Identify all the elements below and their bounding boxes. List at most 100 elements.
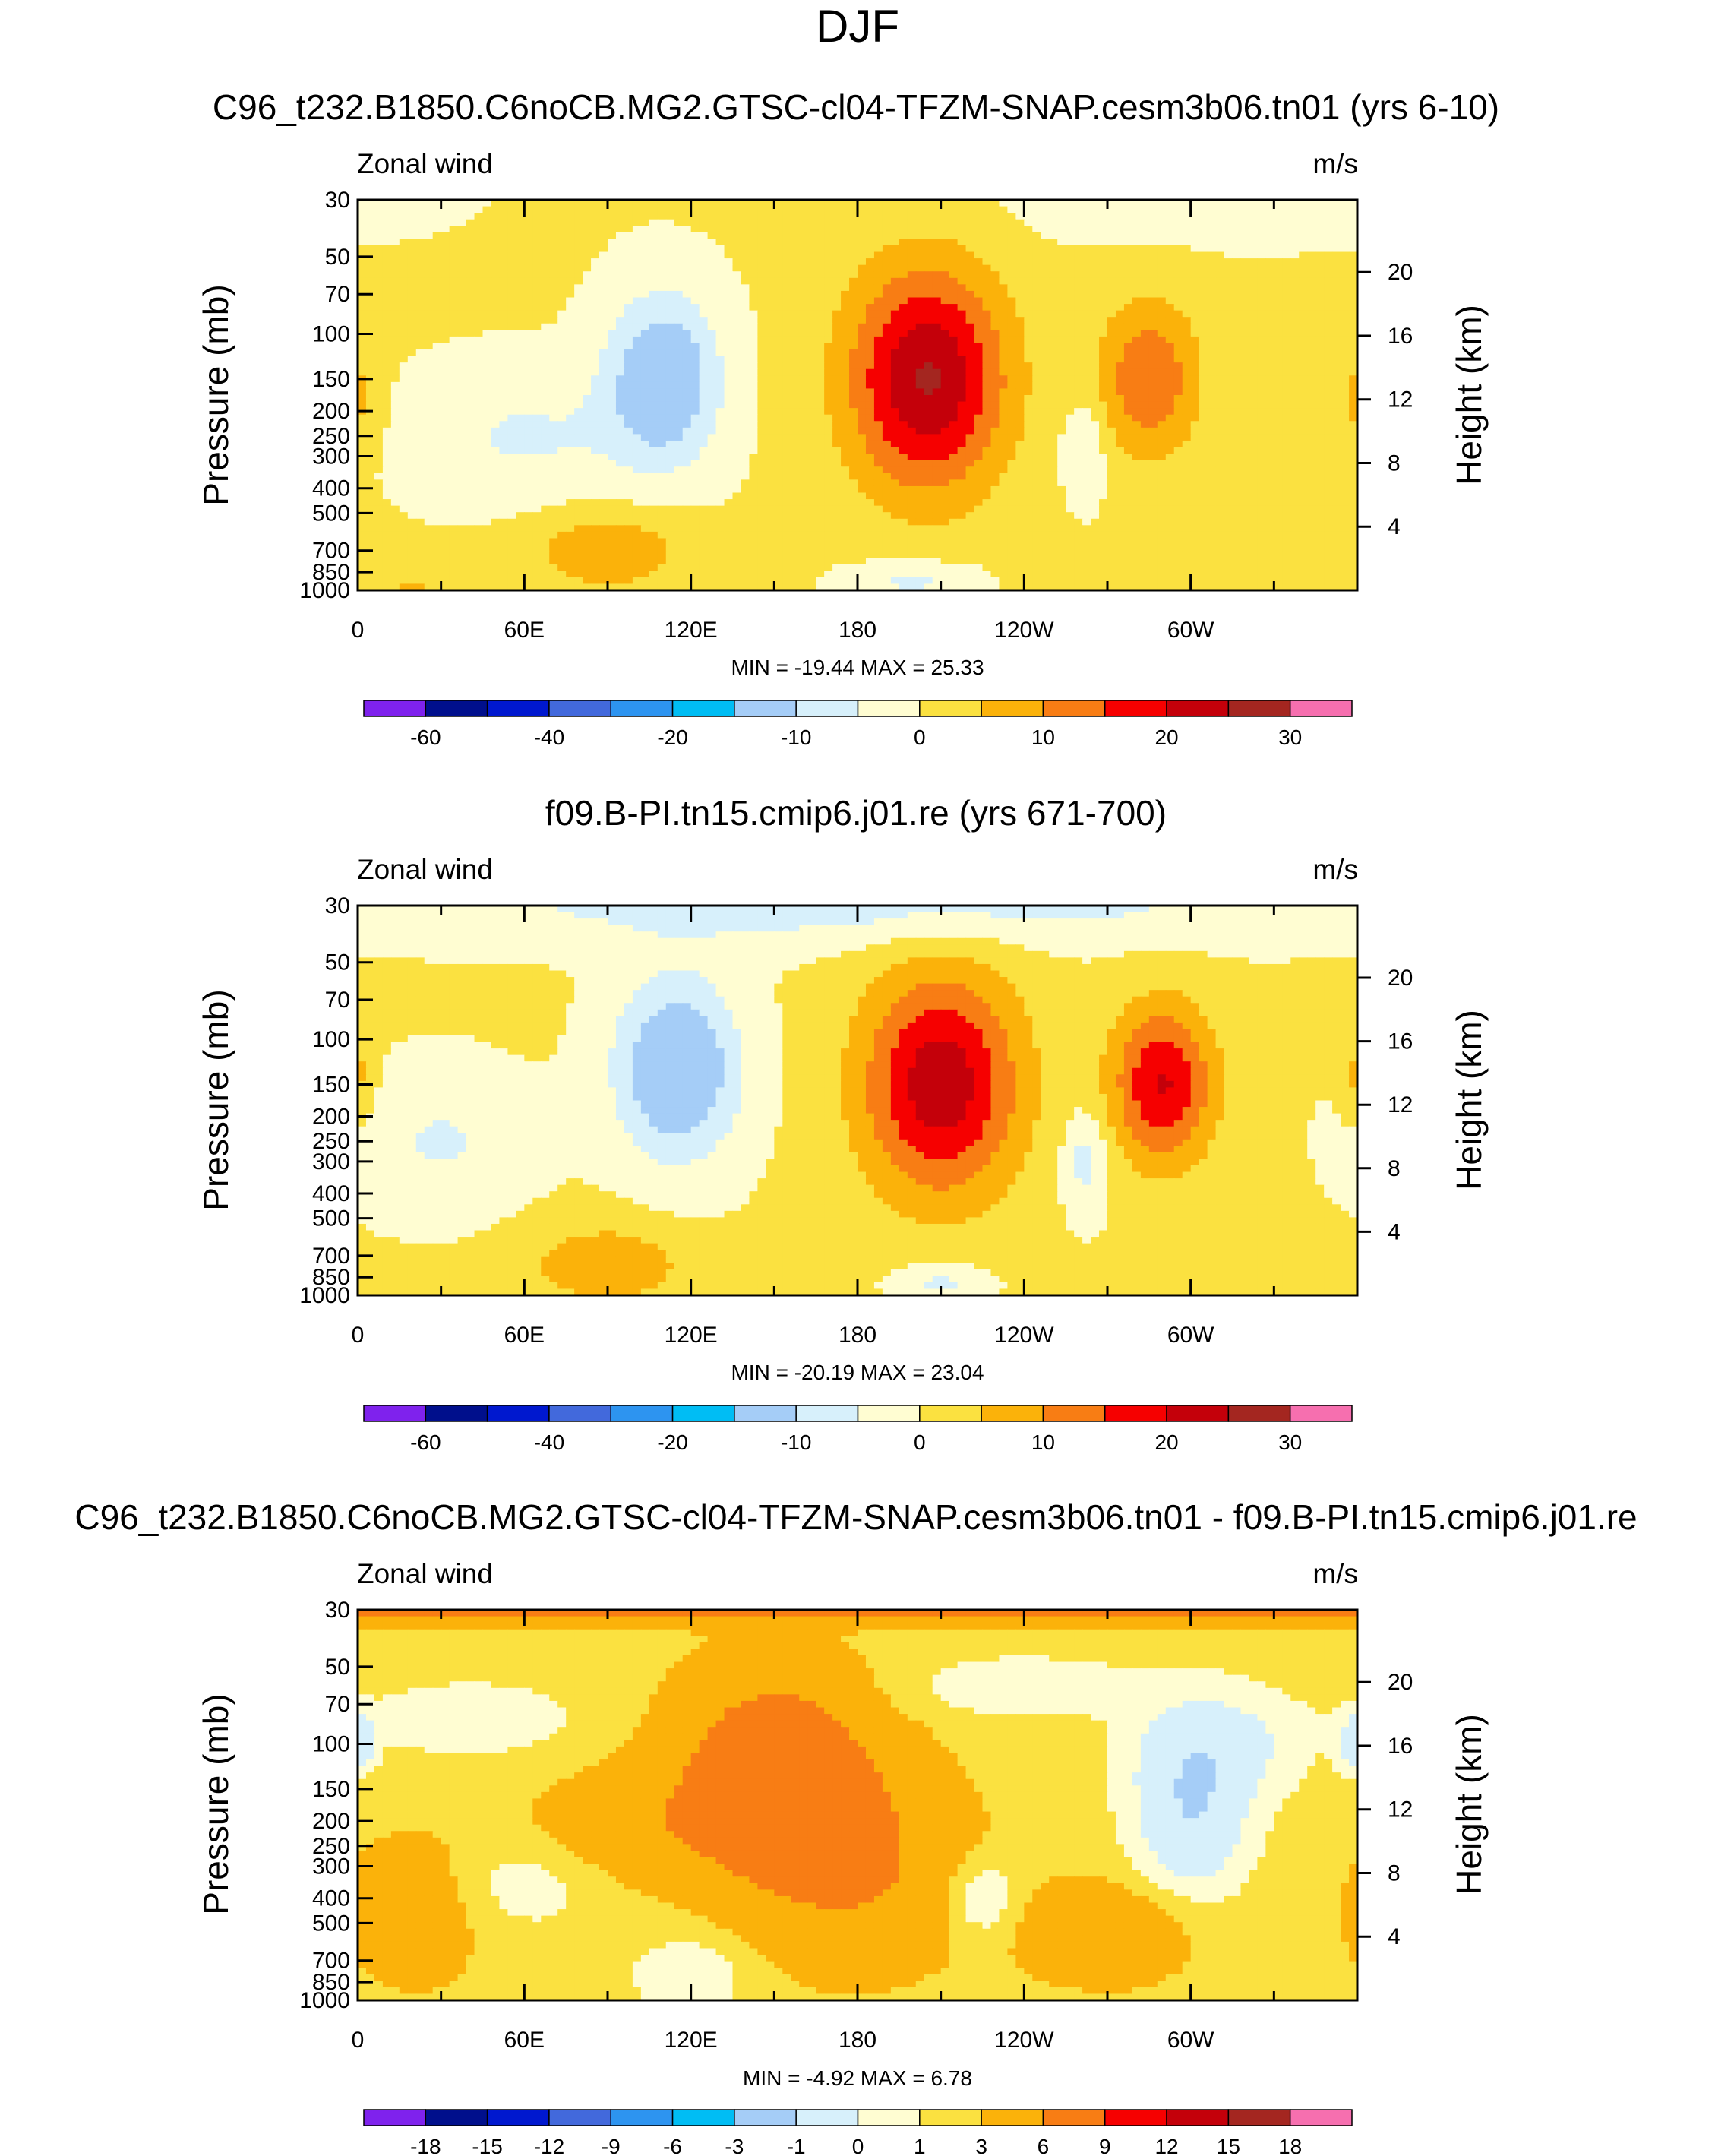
heatmap-cell [749, 317, 758, 324]
heatmap-cell [832, 226, 842, 233]
heatmap-cell [1190, 349, 1200, 357]
heatmap-cell [482, 375, 492, 383]
heatmap-cell [1091, 290, 1100, 299]
heatmap-cell [441, 401, 450, 409]
heatmap-cell [583, 290, 592, 299]
heatmap-cell [1282, 349, 1291, 357]
heatmap-cell [907, 290, 917, 299]
heatmap-cell [466, 356, 475, 363]
heatmap-cell [390, 447, 400, 454]
heatmap-cell [407, 447, 417, 454]
heatmap-cell [541, 310, 550, 318]
heatmap-cell [507, 381, 516, 390]
heatmap-cell [365, 356, 375, 363]
heatmap-cell [1282, 440, 1291, 448]
heatmap-cell [1099, 362, 1108, 370]
heatmap-cell [1307, 304, 1316, 311]
heatmap-cell [682, 408, 692, 416]
heatmap-cell [1123, 277, 1133, 285]
heatmap-cell [1249, 290, 1258, 299]
heatmap-cell [566, 343, 575, 350]
heatmap-cell [632, 232, 642, 239]
heatmap-cell [599, 258, 608, 266]
heatmap-cell [1165, 310, 1175, 318]
heatmap-cell [524, 232, 533, 239]
heatmap-cell [1332, 414, 1341, 422]
heatmap-cell [516, 388, 525, 396]
heatmap-cell [674, 466, 684, 474]
heatmap-cell [1299, 271, 1308, 279]
heatmap-cell [432, 368, 442, 376]
heatmap-cell [741, 349, 750, 357]
heatmap-cell [907, 434, 917, 441]
heatmap-cell [1032, 297, 1041, 305]
heatmap-cell [824, 271, 833, 279]
heatmap-cell [1232, 317, 1242, 324]
heatmap-cell [532, 245, 542, 253]
heatmap-cell [1307, 395, 1316, 403]
heatmap-cell [374, 245, 384, 253]
heatmap-cell [1123, 368, 1133, 376]
heatmap-cell [907, 304, 917, 311]
heatmap-cell [766, 460, 775, 467]
heatmap-cell [940, 427, 950, 435]
heatmap-cell [657, 258, 667, 266]
heatmap-cell [1091, 349, 1100, 357]
heatmap-cell [399, 368, 409, 376]
heatmap-cell [1324, 264, 1333, 272]
heatmap-cell [432, 226, 442, 233]
heatmap-cell [940, 362, 950, 370]
heatmap-cell [441, 200, 450, 207]
heatmap-cell [1240, 375, 1250, 383]
heatmap-cell [457, 368, 467, 376]
heatmap-cell [1332, 200, 1341, 207]
heatmap-cell [1057, 349, 1066, 357]
heatmap-cell [816, 251, 825, 259]
heatmap-cell [507, 395, 516, 403]
heatmap-cell [541, 290, 550, 299]
heatmap-cell [1173, 454, 1183, 461]
heatmap-cell [807, 375, 816, 383]
heatmap-cell [899, 466, 908, 474]
heatmap-cell [474, 440, 484, 448]
heatmap-cell [749, 336, 758, 344]
heatmap-cell [1123, 336, 1133, 344]
heatmap-cell [907, 454, 917, 461]
heatmap-cell [608, 414, 617, 422]
heatmap-cell [807, 258, 816, 266]
heatmap-cell [441, 362, 450, 370]
heatmap-cell [715, 427, 725, 435]
heatmap-cell [682, 271, 692, 279]
heatmap-cell [882, 226, 892, 233]
heatmap-cell [390, 427, 400, 435]
heatmap-cell [858, 434, 867, 441]
heatmap-cell [640, 388, 650, 396]
heatmap-cell [1165, 271, 1175, 279]
heatmap-cell [915, 395, 925, 403]
heatmap-cell [957, 290, 967, 299]
heatmap-cell [1157, 440, 1167, 448]
heatmap-cell [1015, 277, 1025, 285]
heatmap-cell [441, 336, 450, 344]
heatmap-cell [1190, 310, 1200, 318]
heatmap-cell [1199, 362, 1208, 370]
heatmap-cell [1123, 395, 1133, 403]
heatmap-cell [1207, 336, 1217, 344]
heatmap-cell [657, 330, 667, 337]
heatmap-cell [915, 414, 925, 422]
heatmap-cell [1240, 232, 1250, 239]
heatmap-cell [1007, 232, 1016, 239]
heatmap-cell [882, 277, 892, 285]
heatmap-cell [624, 297, 633, 305]
heatmap-cell [1049, 206, 1058, 213]
heatmap-cell [649, 356, 659, 363]
heatmap-cell [424, 271, 434, 279]
heatmap-cell [1341, 206, 1350, 213]
heatmap-cell [507, 356, 516, 363]
heatmap-cell [382, 408, 392, 416]
heatmap-cell [890, 277, 900, 285]
heatmap-cell [1032, 362, 1041, 370]
heatmap-cell [1341, 330, 1350, 337]
heatmap-cell [1041, 408, 1050, 416]
heatmap-cell [807, 368, 816, 376]
